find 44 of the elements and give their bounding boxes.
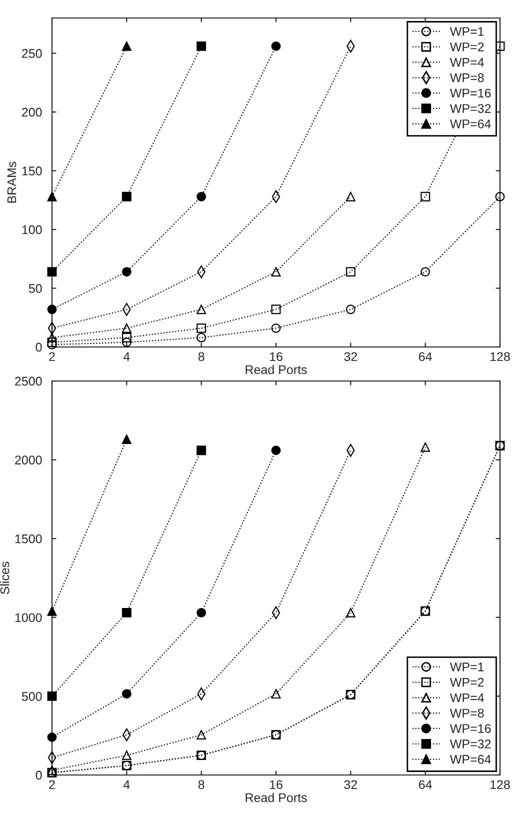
y-tick-label: 50 bbox=[28, 284, 42, 293]
x-axis-title: Read Ports bbox=[246, 364, 307, 374]
x-tick-label: 2 bbox=[49, 352, 55, 361]
x-tick-label: 4 bbox=[123, 352, 130, 361]
legend-label: WP=32 bbox=[450, 104, 491, 113]
x-tick-label: 64 bbox=[419, 780, 432, 790]
x-tick-label: 64 bbox=[419, 352, 432, 362]
legend-label: WP=2 bbox=[450, 678, 484, 687]
y-tick-label: 2500 bbox=[15, 376, 42, 386]
y-tick-label: 0 bbox=[36, 342, 42, 352]
x-tick-label: 128 bbox=[490, 352, 510, 362]
y-axis-title: Slices bbox=[0, 562, 10, 594]
legend-label: WP=2 bbox=[450, 42, 484, 52]
legend-label: WP=1 bbox=[450, 662, 484, 672]
y-tick-label: 2000 bbox=[15, 456, 42, 464]
y-tick-label: 150 bbox=[22, 166, 42, 176]
x-tick-label: 4 bbox=[123, 780, 130, 789]
x-tick-label: 2 bbox=[49, 780, 55, 789]
legend-label: WP=8 bbox=[450, 73, 484, 82]
x-tick-label: 16 bbox=[270, 780, 282, 790]
y-tick-label: 500 bbox=[22, 692, 42, 701]
legend-label: WP=64 bbox=[450, 119, 491, 128]
y-tick-label: 100 bbox=[22, 225, 42, 234]
x-axis-title: Read Ports bbox=[246, 792, 307, 802]
x-tick-label: 128 bbox=[490, 780, 510, 790]
y-tick-label: 0 bbox=[36, 770, 42, 780]
x-tick-label: 32 bbox=[344, 352, 357, 362]
legend-label: WP=4 bbox=[450, 58, 484, 67]
y-axis-title: BRAMs bbox=[7, 162, 16, 203]
x-tick-label: 8 bbox=[198, 352, 204, 362]
legend-label: WP=16 bbox=[450, 88, 491, 98]
legend-label: WP=16 bbox=[450, 724, 491, 733]
y-tick-label: 200 bbox=[22, 108, 42, 117]
legend-label: WP=4 bbox=[450, 693, 484, 702]
x-tick-label: 8 bbox=[198, 780, 204, 790]
y-tick-label: 1500 bbox=[15, 534, 42, 544]
y-tick-label: 1000 bbox=[15, 613, 42, 622]
y-tick-label: 250 bbox=[22, 49, 42, 58]
legend-label: WP=64 bbox=[450, 754, 491, 764]
x-tick-label: 16 bbox=[270, 352, 282, 362]
legend-label: WP=8 bbox=[450, 708, 484, 718]
x-tick-label: 32 bbox=[344, 780, 357, 790]
legend-label: WP=1 bbox=[450, 27, 484, 36]
legend-label: WP=32 bbox=[450, 740, 491, 748]
